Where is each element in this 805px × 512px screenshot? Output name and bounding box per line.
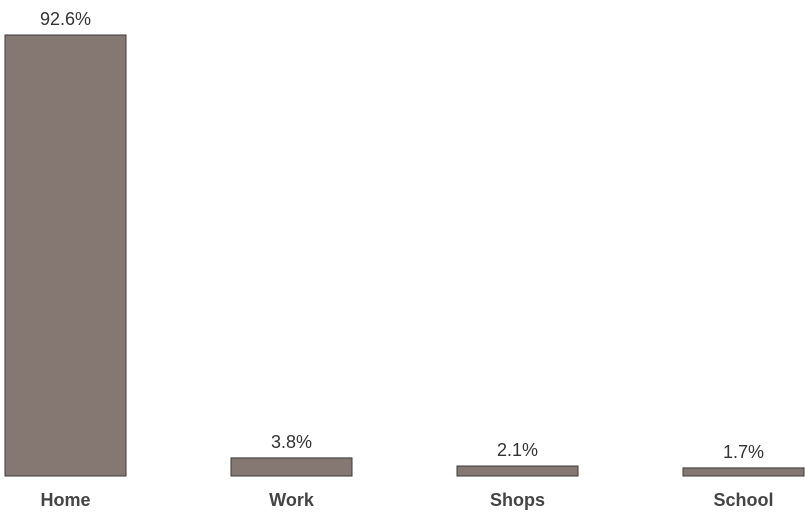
value-label-school: 1.7%: [723, 442, 764, 462]
value-labels-layer: 92.6% 3.8% 2.1% 1.7%: [40, 9, 764, 462]
bars-layer: [4, 34, 805, 477]
bar-school: [682, 467, 805, 477]
value-label-work: 3.8%: [271, 432, 312, 452]
value-label-home: 92.6%: [40, 9, 91, 29]
category-label-shops: Shops: [490, 490, 545, 510]
bar-shops: [456, 465, 579, 477]
category-label-home: Home: [40, 490, 90, 510]
category-label-work: Work: [269, 490, 315, 510]
bar-home: [4, 34, 127, 477]
category-labels-layer: Home Work Shops School: [40, 490, 773, 510]
category-label-school: School: [713, 490, 773, 510]
value-label-shops: 2.1%: [497, 440, 538, 460]
bar-work: [230, 457, 353, 477]
